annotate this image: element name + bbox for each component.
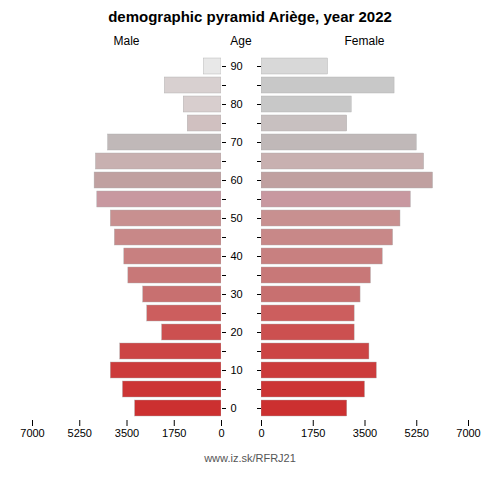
svg-text:1750: 1750 (301, 427, 325, 439)
html-text:Age: Age (230, 34, 252, 48)
svg-text:3500: 3500 (353, 427, 377, 439)
svg-text:80: 80 (231, 98, 243, 110)
svg-text:5250: 5250 (68, 427, 92, 439)
html-text:demographic pyramid Ariège, ye: demographic pyramid Ariège, year 2022 (108, 8, 392, 25)
html-text:Male: Male (113, 34, 140, 48)
svg-text:7000: 7000 (20, 427, 44, 439)
svg-text:10: 10 (231, 364, 243, 376)
svg-text:0: 0 (231, 402, 237, 414)
svg-text:70: 70 (231, 136, 243, 148)
svg-text:3500: 3500 (115, 427, 139, 439)
svg-text:1750: 1750 (162, 427, 186, 439)
svg-text:90: 90 (231, 60, 243, 72)
svg-text:50: 50 (231, 212, 243, 224)
html-text:Female: Female (344, 34, 385, 48)
svg-text:0: 0 (258, 427, 264, 439)
svg-text:0: 0 (218, 427, 224, 439)
svg-text:7000: 7000 (456, 427, 480, 439)
svg-text:60: 60 (231, 174, 243, 186)
svg-text:30: 30 (231, 288, 243, 300)
html-text:www.iz.sk/RFRJ21: www.iz.sk/RFRJ21 (204, 452, 296, 464)
svg-text:5250: 5250 (405, 427, 429, 439)
svg-text:20: 20 (231, 326, 243, 338)
svg-text:40: 40 (231, 250, 243, 262)
